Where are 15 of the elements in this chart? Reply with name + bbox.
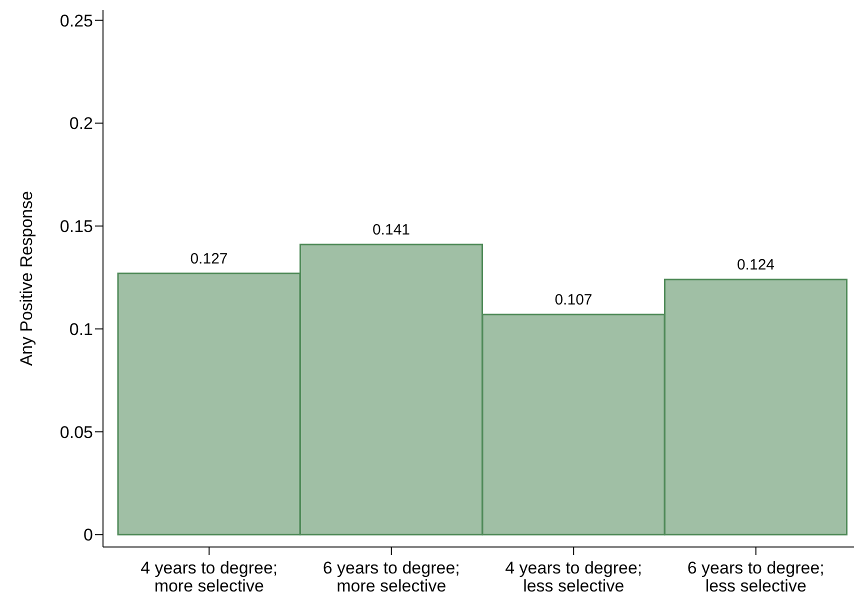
x-tick-label: 6 years to degree; less selective [687, 558, 824, 596]
data-label: 0.141 [372, 222, 410, 239]
y-axis-title: Any Positive Response [17, 191, 36, 366]
y-tick-label: 0.25 [60, 11, 93, 30]
data-label: 0.107 [554, 292, 592, 309]
y-tick-label: 0.05 [60, 422, 93, 442]
y-tick-label: 0.1 [69, 320, 93, 339]
x-tick-label: 4 years to degree; less selective [505, 558, 642, 596]
y-tick-label: 0.2 [69, 114, 93, 134]
y-tick-label: 0 [84, 526, 93, 545]
data-label: 0.127 [190, 250, 228, 268]
y-tick-label: 0.15 [60, 217, 93, 236]
x-tick-label: 4 years to degree; more selective [140, 558, 278, 596]
data-label: 0.124 [736, 256, 775, 274]
x-tick-label: 6 years to degree; more selective [322, 558, 460, 596]
